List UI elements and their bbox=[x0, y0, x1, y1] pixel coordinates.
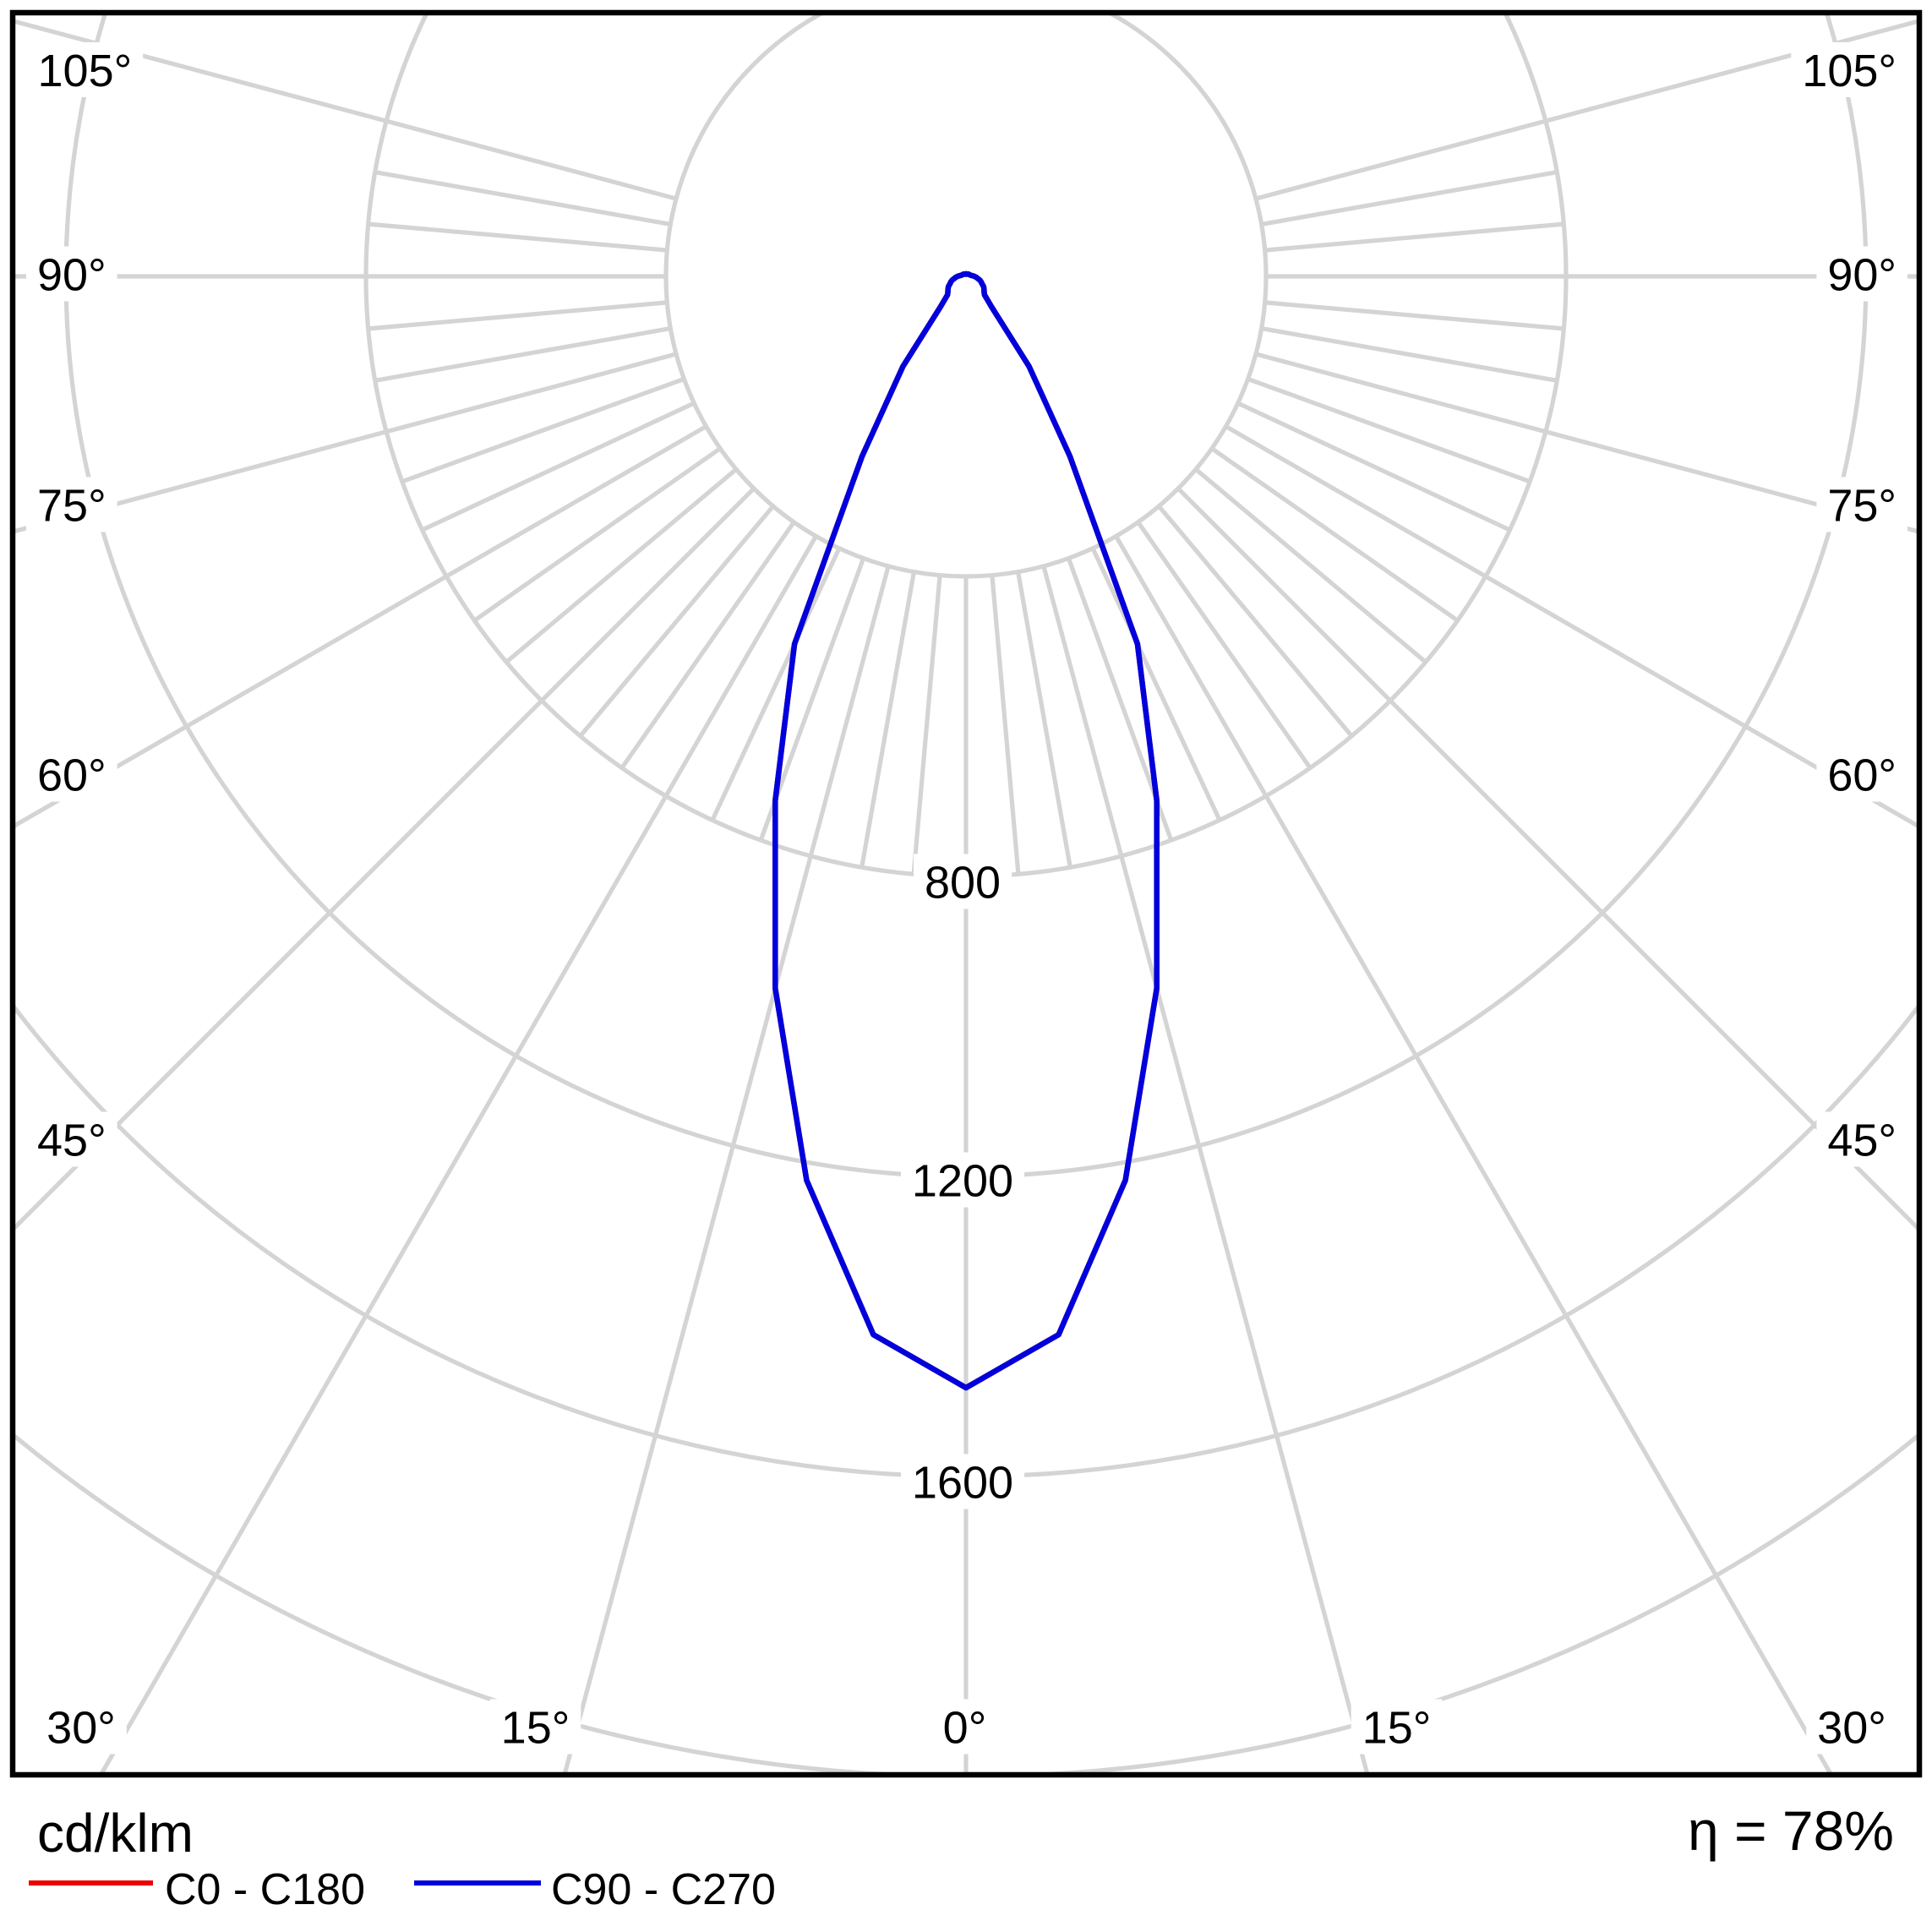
svg-text:15°: 15° bbox=[501, 1703, 570, 1754]
svg-text:90°: 90° bbox=[37, 250, 106, 301]
svg-text:105°: 105° bbox=[1802, 46, 1897, 96]
svg-text:30°: 30° bbox=[1817, 1703, 1886, 1754]
svg-text:15°: 15° bbox=[1362, 1703, 1432, 1754]
svg-text:60°: 60° bbox=[1827, 750, 1897, 801]
svg-text:60°: 60° bbox=[37, 750, 106, 801]
svg-text:cd/klm: cd/klm bbox=[37, 1803, 194, 1864]
svg-text:45°: 45° bbox=[1827, 1116, 1897, 1166]
svg-text:75°: 75° bbox=[37, 481, 106, 532]
svg-text:90°: 90° bbox=[1827, 250, 1897, 301]
svg-text:1200: 1200 bbox=[912, 1156, 1013, 1207]
svg-text:η = 78%: η = 78% bbox=[1688, 1799, 1894, 1862]
svg-text:0°: 0° bbox=[943, 1703, 987, 1754]
svg-text:C90 - C270: C90 - C270 bbox=[551, 1865, 776, 1914]
svg-text:45°: 45° bbox=[37, 1116, 106, 1166]
svg-text:1600: 1600 bbox=[912, 1458, 1013, 1509]
svg-text:30°: 30° bbox=[46, 1703, 116, 1754]
svg-text:C0 - C180: C0 - C180 bbox=[165, 1865, 365, 1914]
svg-text:75°: 75° bbox=[1827, 481, 1897, 532]
svg-text:105°: 105° bbox=[38, 46, 133, 96]
svg-text:800: 800 bbox=[925, 858, 1001, 909]
